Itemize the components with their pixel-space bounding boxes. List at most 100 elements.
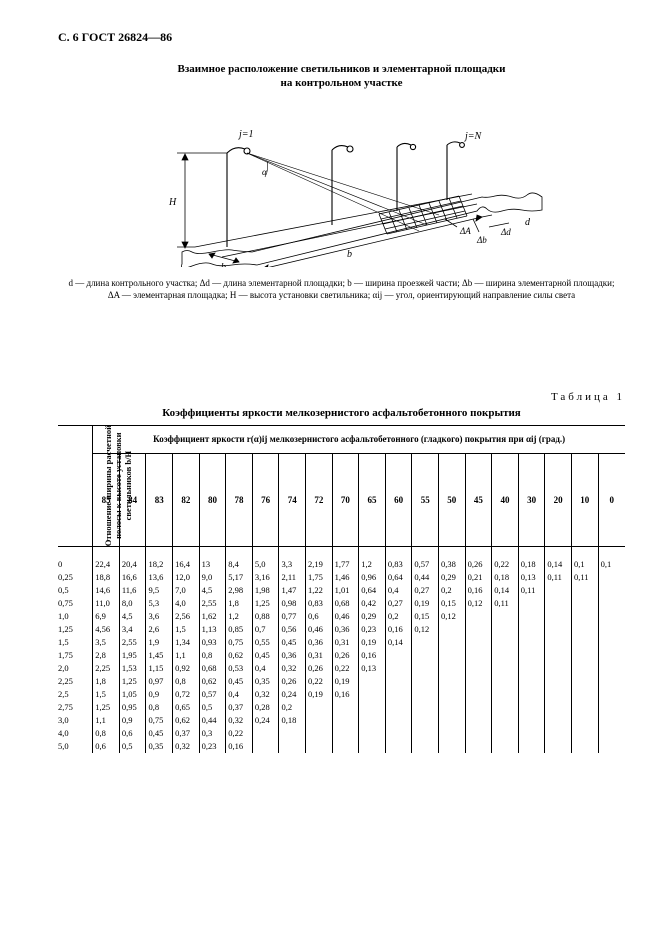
value-cell: 8,4 (226, 553, 253, 571)
value-cell: 0,9 (119, 714, 146, 727)
value-cell: 0,56 (279, 623, 306, 636)
value-cell (465, 675, 492, 688)
value-cell (598, 597, 625, 610)
angle-header: 20 (545, 453, 572, 546)
value-cell (465, 701, 492, 714)
value-cell (545, 714, 572, 727)
value-cell: 1,98 (252, 584, 279, 597)
value-cell: 1,01 (332, 584, 359, 597)
value-cell: 0,19 (306, 688, 333, 701)
value-cell (598, 623, 625, 636)
label-j1: j=1 (237, 129, 254, 140)
value-cell (439, 623, 466, 636)
value-cell: 0,68 (199, 662, 226, 675)
value-cell (545, 675, 572, 688)
value-cell (279, 727, 306, 740)
value-cell (545, 649, 572, 662)
value-cell: 1,75 (306, 571, 333, 584)
value-cell (412, 740, 439, 753)
value-cell (518, 636, 545, 649)
value-cell (492, 701, 519, 714)
value-cell (545, 610, 572, 623)
value-cell: 0,23 (359, 623, 386, 636)
value-cell (598, 701, 625, 714)
value-cell (439, 649, 466, 662)
value-cell (545, 662, 572, 675)
label-alpha: α (262, 167, 267, 177)
value-cell (252, 740, 279, 753)
value-cell: 0,23 (199, 740, 226, 753)
value-cell: 0,15 (412, 610, 439, 623)
value-cell (571, 597, 598, 610)
value-cell (571, 740, 598, 753)
value-cell (545, 584, 572, 597)
value-cell: 0,75 (226, 636, 253, 649)
value-cell: 0,36 (332, 623, 359, 636)
value-cell (439, 636, 466, 649)
value-cell: 1,25 (252, 597, 279, 610)
value-cell: 4,5 (199, 584, 226, 597)
value-cell: 0,11 (545, 571, 572, 584)
value-cell: 0,35 (146, 740, 173, 753)
value-cell (571, 584, 598, 597)
value-cell (598, 662, 625, 675)
row-label: 1,5 (58, 636, 93, 649)
value-cell: 2,98 (226, 584, 253, 597)
value-cell: 18,8 (93, 571, 120, 584)
value-cell (492, 662, 519, 675)
value-cell: 9,0 (199, 571, 226, 584)
value-cell: 0,26 (465, 553, 492, 571)
value-cell (518, 623, 545, 636)
value-cell (439, 701, 466, 714)
value-cell: 1,62 (199, 610, 226, 623)
row-label: 0,25 (58, 571, 93, 584)
value-cell (439, 675, 466, 688)
value-cell: 0,2 (439, 584, 466, 597)
value-cell (518, 675, 545, 688)
value-cell: 11,0 (93, 597, 120, 610)
label-jN: j=N (463, 131, 483, 142)
row-label: 0 (58, 553, 93, 571)
value-cell (571, 610, 598, 623)
value-cell (518, 701, 545, 714)
value-cell (385, 675, 412, 688)
value-cell: 0,22 (332, 662, 359, 675)
value-cell: 1,34 (173, 636, 200, 649)
value-cell (571, 649, 598, 662)
value-cell: 0,13 (359, 662, 386, 675)
angle-header: 82 (173, 453, 200, 546)
value-cell (439, 727, 466, 740)
value-cell: 11,6 (119, 584, 146, 597)
angle-header: 45 (465, 453, 492, 546)
value-cell (598, 727, 625, 740)
value-cell: 0,22 (306, 675, 333, 688)
value-cell: 1,25 (119, 675, 146, 688)
value-cell (359, 688, 386, 701)
value-cell (465, 649, 492, 662)
value-cell: 0,32 (226, 714, 253, 727)
value-cell: 0,36 (279, 649, 306, 662)
angle-header: 80 (199, 453, 226, 546)
value-cell (598, 740, 625, 753)
value-cell: 2,6 (146, 623, 173, 636)
value-cell: 0,22 (226, 727, 253, 740)
value-cell: 0,44 (412, 571, 439, 584)
value-cell: 0,24 (279, 688, 306, 701)
value-cell (332, 727, 359, 740)
value-cell (359, 675, 386, 688)
value-cell (306, 714, 333, 727)
value-cell: 9,5 (146, 584, 173, 597)
value-cell: 0,83 (306, 597, 333, 610)
value-cell: 0,1 (571, 553, 598, 571)
row-label: 5,0 (58, 740, 93, 753)
value-cell: 18,2 (146, 553, 173, 571)
value-cell: 0,18 (279, 714, 306, 727)
value-cell: 1,77 (332, 553, 359, 571)
value-cell: 3,3 (279, 553, 306, 571)
row-label: 0,5 (58, 584, 93, 597)
value-cell: 0,68 (332, 597, 359, 610)
value-cell (518, 740, 545, 753)
value-cell: 1,47 (279, 584, 306, 597)
value-cell (518, 597, 545, 610)
value-cell (518, 662, 545, 675)
